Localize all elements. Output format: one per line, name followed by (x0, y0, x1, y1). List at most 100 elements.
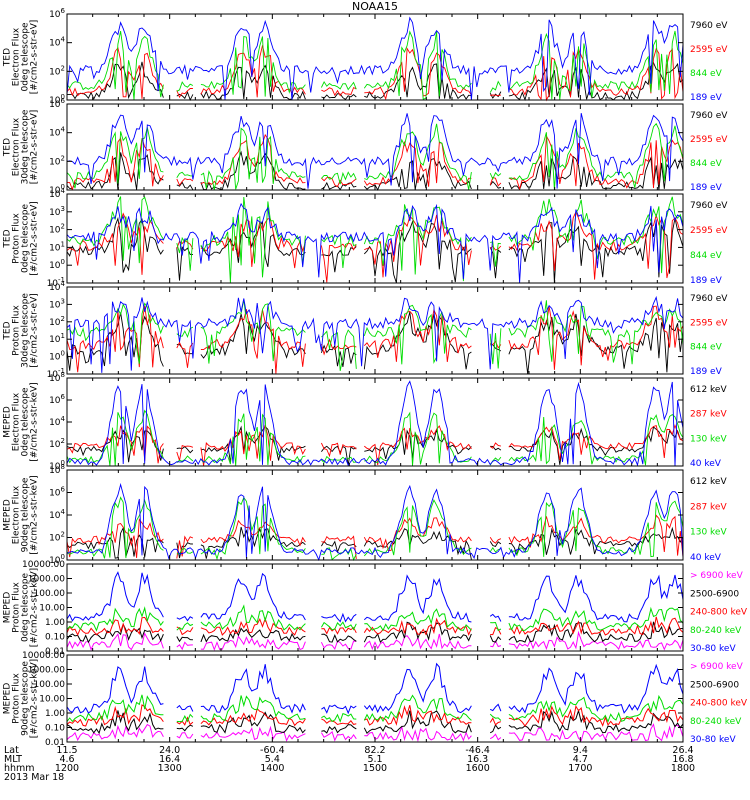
panel-frame (66, 286, 684, 375)
y-tick-label: 104 (49, 508, 65, 521)
y-tick-label: 0.01 (45, 647, 65, 657)
x-tick-label: 1300 (158, 763, 182, 774)
legend-entry: 30-80 keV (690, 644, 736, 654)
series-line-magenta (66, 723, 684, 743)
legend-entry: 7960 eV (690, 21, 728, 31)
legend-entry: 612 keV (690, 477, 727, 487)
x-tick-label: 4.6 (59, 754, 74, 765)
legend-entry: > 6900 keV (690, 662, 744, 672)
y-axis-label: TEDElectron Flux0deg telescope[#/cm2-s-s… (3, 20, 40, 95)
x-tick-label: 9.4 (573, 745, 588, 756)
series-line-green (66, 299, 684, 371)
series-line-blue (66, 16, 684, 101)
x-tick-label: 82.2 (364, 745, 385, 756)
y-tick-label: 102 (49, 64, 65, 77)
legend-entry: 189 eV (690, 183, 723, 193)
series-line-red (66, 514, 684, 559)
y-axis-label: TEDProton Flux30deg telescope[#/cm2-s-st… (3, 293, 40, 368)
legend-entry: 7960 eV (690, 294, 728, 304)
y-tick-label: 102 (49, 531, 65, 544)
legend-entry: 844 eV (690, 343, 723, 353)
legend-entry: 189 eV (690, 93, 723, 103)
y-tick-label: 100.00 (34, 680, 66, 690)
y-tick-label: 101 (49, 240, 65, 253)
series-line-blue (66, 202, 684, 283)
x-tick-label: 1500 (363, 763, 387, 774)
legend-entry: 130 keV (690, 528, 727, 538)
legend-entry: 612 keV (690, 385, 727, 395)
y-tick-label: 104 (49, 36, 65, 49)
series-line-blue (66, 571, 684, 623)
legend-entry: 240-800 keV (690, 699, 748, 709)
x-tick-label: -60.4 (260, 745, 285, 756)
x-tick-label: 1800 (671, 763, 695, 774)
series-line-red (66, 423, 684, 466)
y-tick-label: 1.00 (45, 618, 65, 628)
y-tick-label: 0.01 (45, 738, 65, 748)
x-tick-label: 16.3 (467, 754, 488, 765)
chart-title: NOAA15 (351, 0, 399, 13)
y-tick-label: 106 (49, 393, 65, 406)
series-line-blue (66, 112, 684, 189)
series-line-red (66, 616, 684, 637)
series-line-green (66, 30, 684, 100)
x-tick-label: 26.4 (672, 745, 693, 756)
y-axis-label: MEPEDElectron Flux90deg telescope[#/cm2-… (3, 475, 40, 554)
legend-entry: 2500-6900 (690, 680, 739, 690)
y-tick-label: 100 (49, 350, 65, 363)
y-tick-label: 0.10 (45, 633, 65, 643)
y-tick-label: 103 (49, 297, 65, 310)
y-tick-label: 10000.00 (22, 560, 65, 570)
y-axis-label: TEDElectron Flux30deg telescope[#/cm2-s-… (3, 109, 40, 184)
y-tick-label: 104 (49, 415, 65, 428)
x-tick-label: 4.7 (573, 754, 588, 765)
legend-entry: 240-800 keV (690, 608, 748, 618)
panel-8: > 6900 keV 2500-6900 240-800 keV 80-240 keV… (3, 651, 748, 748)
series-line-green (66, 694, 684, 723)
y-tick-label: 100 (49, 258, 65, 271)
series-line-red (66, 210, 684, 283)
legend-entry: 2595 eV (690, 135, 728, 145)
legend-entry: 7960 eV (690, 111, 728, 121)
y-tick-label: 102 (49, 315, 65, 328)
y-tick-label: 102 (49, 223, 65, 236)
x-tick-label: 5.1 (367, 754, 382, 765)
x-row-label: MLT (4, 754, 22, 765)
y-tick-label: 102 (49, 154, 65, 167)
y-tick-label: 1000.00 (28, 666, 65, 676)
series-line-blue (66, 662, 684, 715)
x-tick-label: 1700 (568, 763, 592, 774)
y-tick-label: 10.00 (39, 604, 65, 614)
legend-entry: 130 keV (690, 434, 727, 444)
x-tick-label: 1600 (466, 763, 490, 774)
y-axis-label: MEPEDElectron Flux0deg telescope[#/cm2-s… (3, 382, 40, 461)
y-tick-label: 103 (49, 205, 65, 218)
x-row-label: hhmm (4, 763, 35, 774)
legend-entry: 844 eV (690, 69, 723, 79)
x-row-label: Lat (4, 745, 19, 756)
series-line-red (66, 704, 684, 727)
legend-entry: 40 keV (690, 553, 722, 563)
x-tick-label: 16.4 (159, 754, 180, 765)
legend-entry: 189 eV (690, 276, 723, 286)
series-line-blue (66, 295, 684, 373)
y-tick-label: 10000.00 (22, 651, 65, 661)
y-axis-label: TEDProton Flux0deg telescope[#/cm2-s-str… (3, 201, 40, 276)
y-tick-label: 102 (49, 437, 65, 450)
x-tick-label: 5.4 (265, 754, 280, 765)
x-tick-label: 11.5 (56, 745, 77, 756)
legend-entry: 80-240 keV (690, 717, 742, 727)
series-line-green (66, 122, 684, 190)
series-line-black (66, 708, 684, 735)
x-tick-label: -46.4 (465, 745, 490, 756)
series-line-black (66, 621, 684, 644)
y-tick-label: 101 (49, 332, 65, 345)
x-tick-label: 24.0 (159, 745, 180, 756)
x-axis-footer: LatMLThhmm11.54.6120024.016.41300-60.45.… (4, 745, 695, 783)
